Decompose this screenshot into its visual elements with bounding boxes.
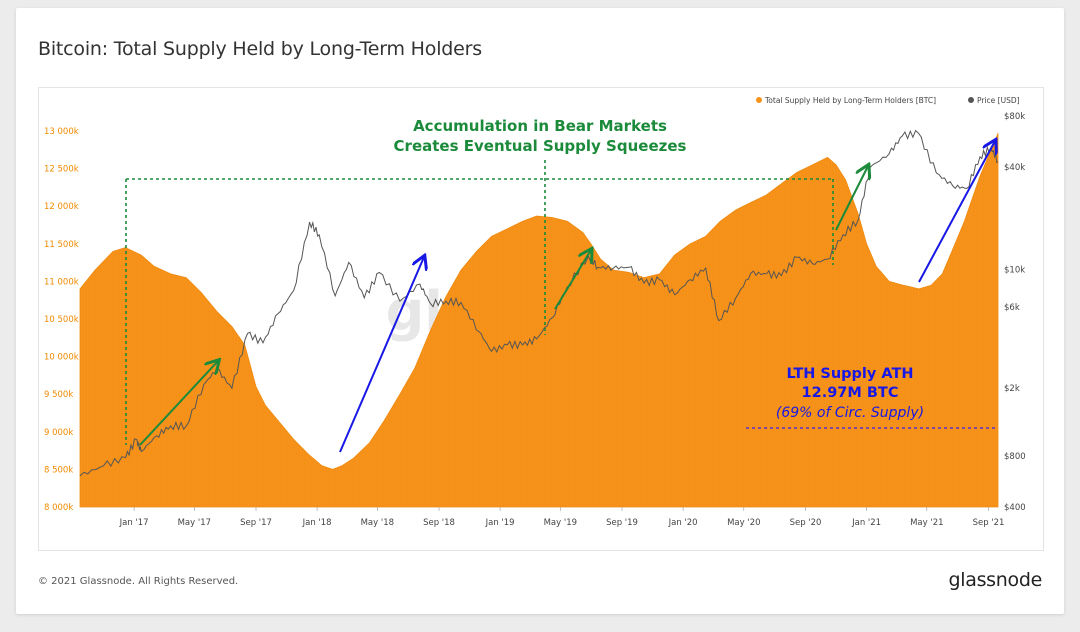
annotation-accumulation-line2: Creates Eventual Supply Squeezes	[394, 137, 687, 155]
y-right-tick-label: $80k	[1004, 112, 1025, 122]
green-arrow-2019	[554, 250, 591, 310]
green-arrow-2017	[139, 361, 218, 446]
lth-supply-area	[79, 133, 999, 508]
legend-label-price: Price [USD]	[977, 96, 1020, 105]
x-tick-label: May '18	[361, 518, 394, 528]
x-tick-label: Jan '20	[668, 518, 698, 528]
x-tick-label: Sep '17	[240, 518, 272, 528]
legend-marker-price	[968, 97, 974, 103]
annotation-overlays	[125, 141, 998, 453]
axes: 8 000k 8 500k 9 000k 9 500k 10 000k 10 500k 11…	[44, 112, 1026, 528]
glassnode-logo: glassnode	[948, 569, 1043, 591]
annotation-accumulation-line1: Accumulation in Bear Markets	[413, 117, 667, 135]
lth-area-path	[79, 133, 999, 508]
x-tick-label: Sep '19	[606, 518, 638, 528]
annotation-ath-line1: LTH Supply ATH	[786, 366, 913, 382]
legend-marker-lth	[756, 97, 762, 103]
y-right-tick-label: $40k	[1004, 163, 1025, 173]
x-tick-label: Jan '17	[119, 518, 149, 528]
y-left-tick-label: 10 000k	[44, 353, 79, 363]
chart-title: Bitcoin: Total Supply Held by Long-Term …	[38, 38, 482, 60]
y-right-tick-label: $6k	[1004, 303, 1020, 313]
x-tick-label: May '19	[544, 518, 577, 528]
x-tick-label: Sep '20	[790, 518, 822, 528]
blue-arrow-2018	[339, 257, 424, 453]
y-left-tick-label: 9 000k	[44, 428, 73, 438]
y-left-tick-label: 8 500k	[44, 465, 73, 475]
x-tick-label: Jan '18	[302, 518, 332, 528]
x-tick-label: Jan '19	[485, 518, 515, 528]
annotation-ath-line3: (69% of Circ. Supply)	[776, 405, 924, 421]
y-left-tick-label: 13 000k	[44, 127, 79, 137]
y-left-tick-label: 11 000k	[44, 277, 79, 287]
green-arrow-2020	[835, 166, 868, 231]
legend-label-lth: Total Supply Held by Long-Term Holders […	[764, 96, 936, 105]
y-left-tick-label: 12 000k	[44, 202, 79, 212]
y-left-tick-label: 10 500k	[44, 315, 79, 325]
y-right-tick-label: $10k	[1004, 266, 1025, 276]
footer-copyright: © 2021 Glassnode. All Rights Reserved.	[38, 576, 239, 587]
x-tick-label: Sep '21	[973, 518, 1005, 528]
legend: Total Supply Held by Long-Term Holders […	[756, 96, 1020, 105]
x-tick-label: May '20	[727, 518, 760, 528]
y-right-tick-label: $2k	[1004, 384, 1020, 394]
y-right-tick-label: $800	[1004, 452, 1026, 462]
x-tick-label: May '17	[178, 518, 211, 528]
y-left-tick-label: 11 500k	[44, 240, 79, 250]
x-tick-label: Jan '21	[851, 518, 881, 528]
y-left-tick-label: 12 500k	[44, 165, 79, 175]
blue-arrow-2021	[918, 141, 995, 283]
y-left-tick-label: 8 000k	[44, 503, 73, 513]
x-tick-label: May '21	[910, 518, 943, 528]
y-left-tick-label: 9 500k	[44, 390, 73, 400]
price-line-path	[79, 129, 999, 477]
y-right-tick-label: $400	[1004, 503, 1026, 513]
x-tick-label: Sep '18	[423, 518, 455, 528]
price-line	[79, 129, 999, 477]
annotation-ath-line2: 12.97M BTC	[802, 385, 899, 401]
